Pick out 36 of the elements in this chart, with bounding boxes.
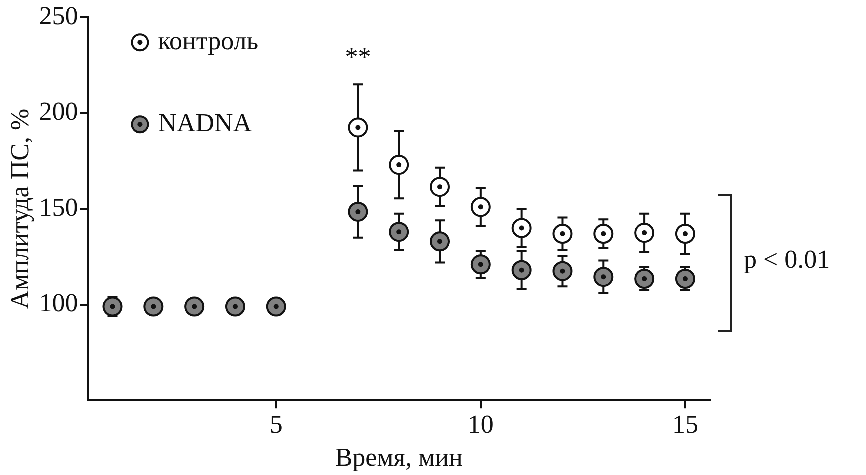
text: p < 0.01 [744,244,830,275]
y-tick-label: 100 [39,288,78,318]
point [389,222,410,242]
point [594,224,614,244]
point [675,224,696,244]
x-tick-label: 15 [672,410,698,440]
y-tick-label: 250 [39,1,78,30]
point [102,296,123,317]
point [675,269,696,289]
y-tick-label: 200 [39,97,78,126]
legend-label: контроль [158,26,259,56]
point [634,223,655,244]
point [430,232,450,252]
y-tick-label: 150 [39,192,78,222]
point [144,296,164,317]
point [512,218,532,238]
point [552,224,573,244]
annotation: ** [345,42,372,72]
point [184,296,205,317]
point [348,118,368,138]
point [594,267,614,288]
y-axis-title: Амплитуда ПС, % [5,108,34,310]
point [634,269,655,289]
point [266,296,286,317]
point [348,202,368,222]
x-tick-label: 10 [468,410,494,440]
point [430,177,450,198]
legend-label: NADNA [158,108,252,138]
point [470,197,491,218]
x-axis-title: Время, мин [335,443,463,472]
point [225,296,246,317]
point [512,260,532,280]
point [552,261,573,282]
point [389,155,410,176]
point [470,254,491,275]
x-tick-label: 5 [270,410,283,440]
